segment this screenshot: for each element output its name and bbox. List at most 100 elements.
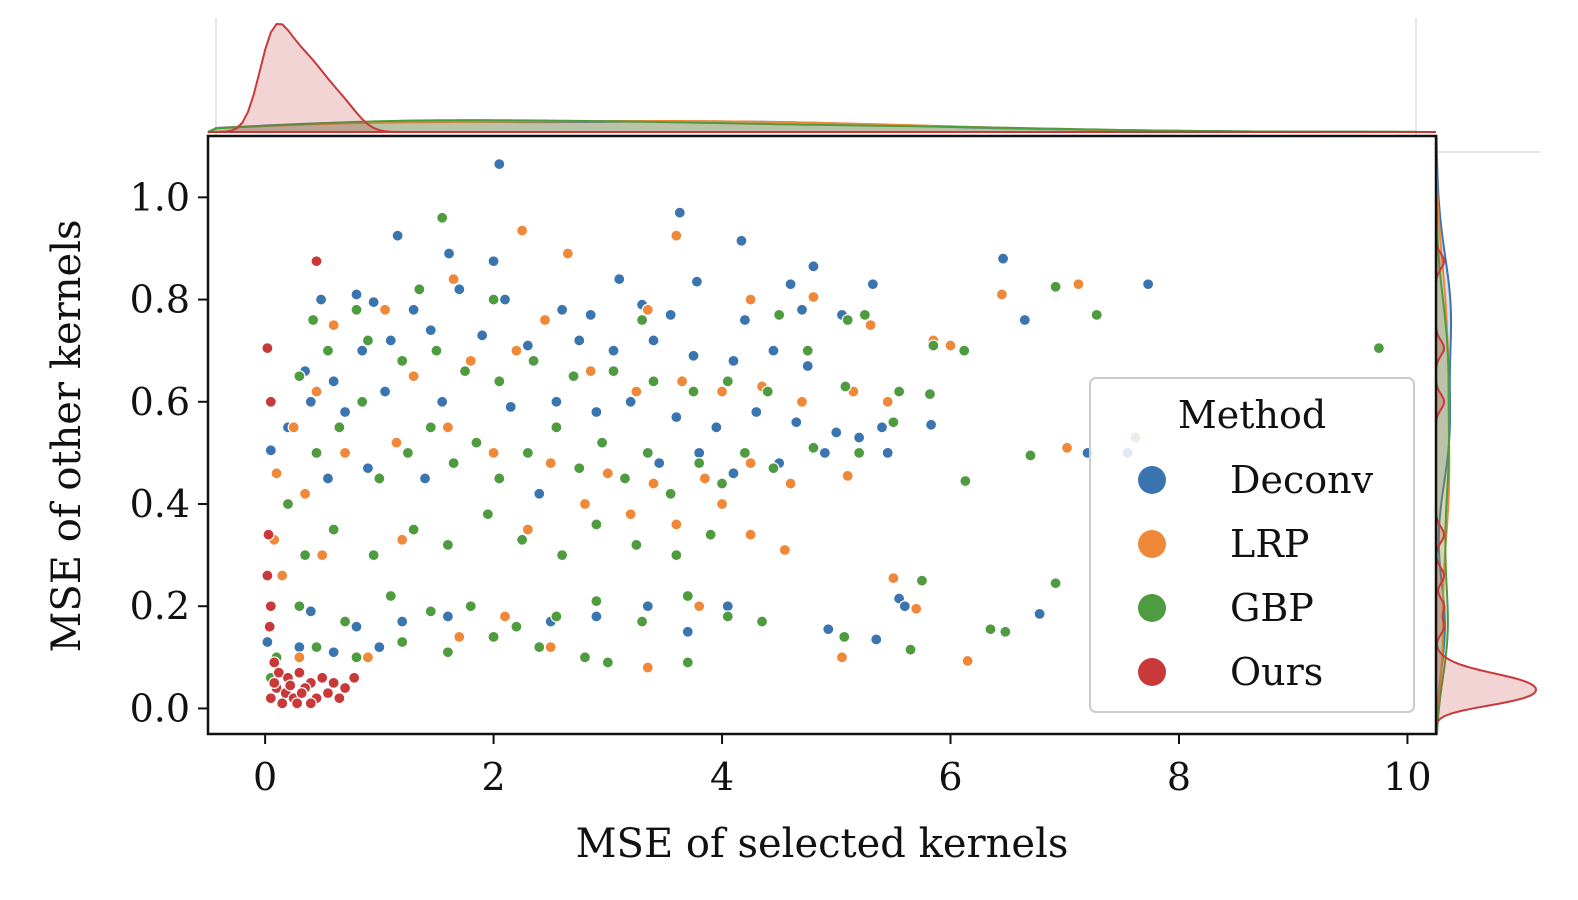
x-tick-label: 4 [710,755,734,799]
data-point [493,472,506,485]
data-point [887,416,900,429]
data-point [487,255,500,268]
data-point [276,697,289,710]
data-point [590,405,603,419]
data-point [910,602,923,615]
data-point [822,623,835,636]
data-point [750,405,763,419]
data-point [293,641,306,654]
data-point [590,595,603,608]
data-point [881,446,894,459]
data-point [670,229,683,242]
data-point [361,462,375,475]
data-point [690,275,704,288]
data-point [853,446,866,459]
data-point [310,446,323,459]
top-marginal-kde [207,18,1437,136]
data-point [807,290,820,304]
data-point [807,441,820,454]
data-point [767,344,780,357]
data-point [373,472,386,485]
data-point [864,319,877,332]
data-point [784,477,797,490]
data-point [327,676,340,689]
data-point [298,487,312,500]
data-point [314,293,328,306]
data-point [276,569,289,582]
legend: Method Deconv LRP GBP Ours [1089,377,1415,713]
data-point [396,533,409,546]
data-point [350,303,363,316]
series-gbp [264,211,1385,684]
data-point [321,687,335,700]
data-point [630,538,643,551]
data-point [521,339,534,352]
data-point [578,651,592,664]
data-point [321,472,335,485]
data-point [744,457,757,470]
data-point [664,308,677,321]
data-point [350,288,363,301]
data-point [338,681,352,695]
data-point [436,395,449,408]
data-point [681,656,694,669]
data-point [304,605,317,618]
data-point [698,472,712,485]
data-point [761,385,774,398]
data-point [653,457,666,470]
data-point [418,472,432,485]
data-point [401,446,415,459]
data-point [693,446,706,459]
x-axis-ticks: 0 2 4 6 8 10 [253,734,1432,799]
plot-frame [206,134,1438,736]
data-point [356,395,369,408]
data-point [270,467,283,480]
data-point [348,671,361,684]
data-point [944,339,957,352]
data-point [567,370,580,383]
data-point [327,523,340,536]
legend-box [1089,377,1415,713]
data-point [584,308,597,321]
data-point [424,605,437,618]
data-point [647,477,660,490]
data-point [527,354,540,367]
data-point [959,474,972,488]
data-point [413,283,426,296]
data-point [624,508,637,521]
x-tick-label: 0 [253,755,277,799]
data-point [396,615,409,628]
data-point [887,572,900,585]
data-point [601,656,614,669]
data-point [298,549,312,562]
data-point [853,431,866,444]
data-point [715,497,729,511]
data-point [264,600,277,613]
data-point [635,313,649,327]
data-point [262,528,275,541]
data-point [875,421,889,434]
data-point [556,303,569,316]
data-point [510,344,523,357]
data-point [310,641,323,654]
data-point [647,334,660,347]
data-point [464,354,477,367]
data-point [476,329,489,342]
data-point [673,206,686,219]
series-deconv [261,158,1155,664]
data-point [453,283,466,296]
data-point [738,313,751,327]
data-point [521,523,534,536]
y-tick-label: 0.4 [130,482,190,526]
data-point [550,421,563,434]
data-point [681,589,694,603]
data-point [835,651,849,664]
data-point [790,416,803,429]
data-point [504,400,517,413]
data-point [481,508,494,521]
data-point [453,630,466,643]
scatter-plot-area: 0 2 4 6 8 10 0.0 0.2 0.4 0.6 0.8 1.0 MSE of select… [44,134,1438,867]
data-point [356,344,369,357]
data-point [538,313,552,327]
y-tick-label: 0.8 [130,278,190,322]
